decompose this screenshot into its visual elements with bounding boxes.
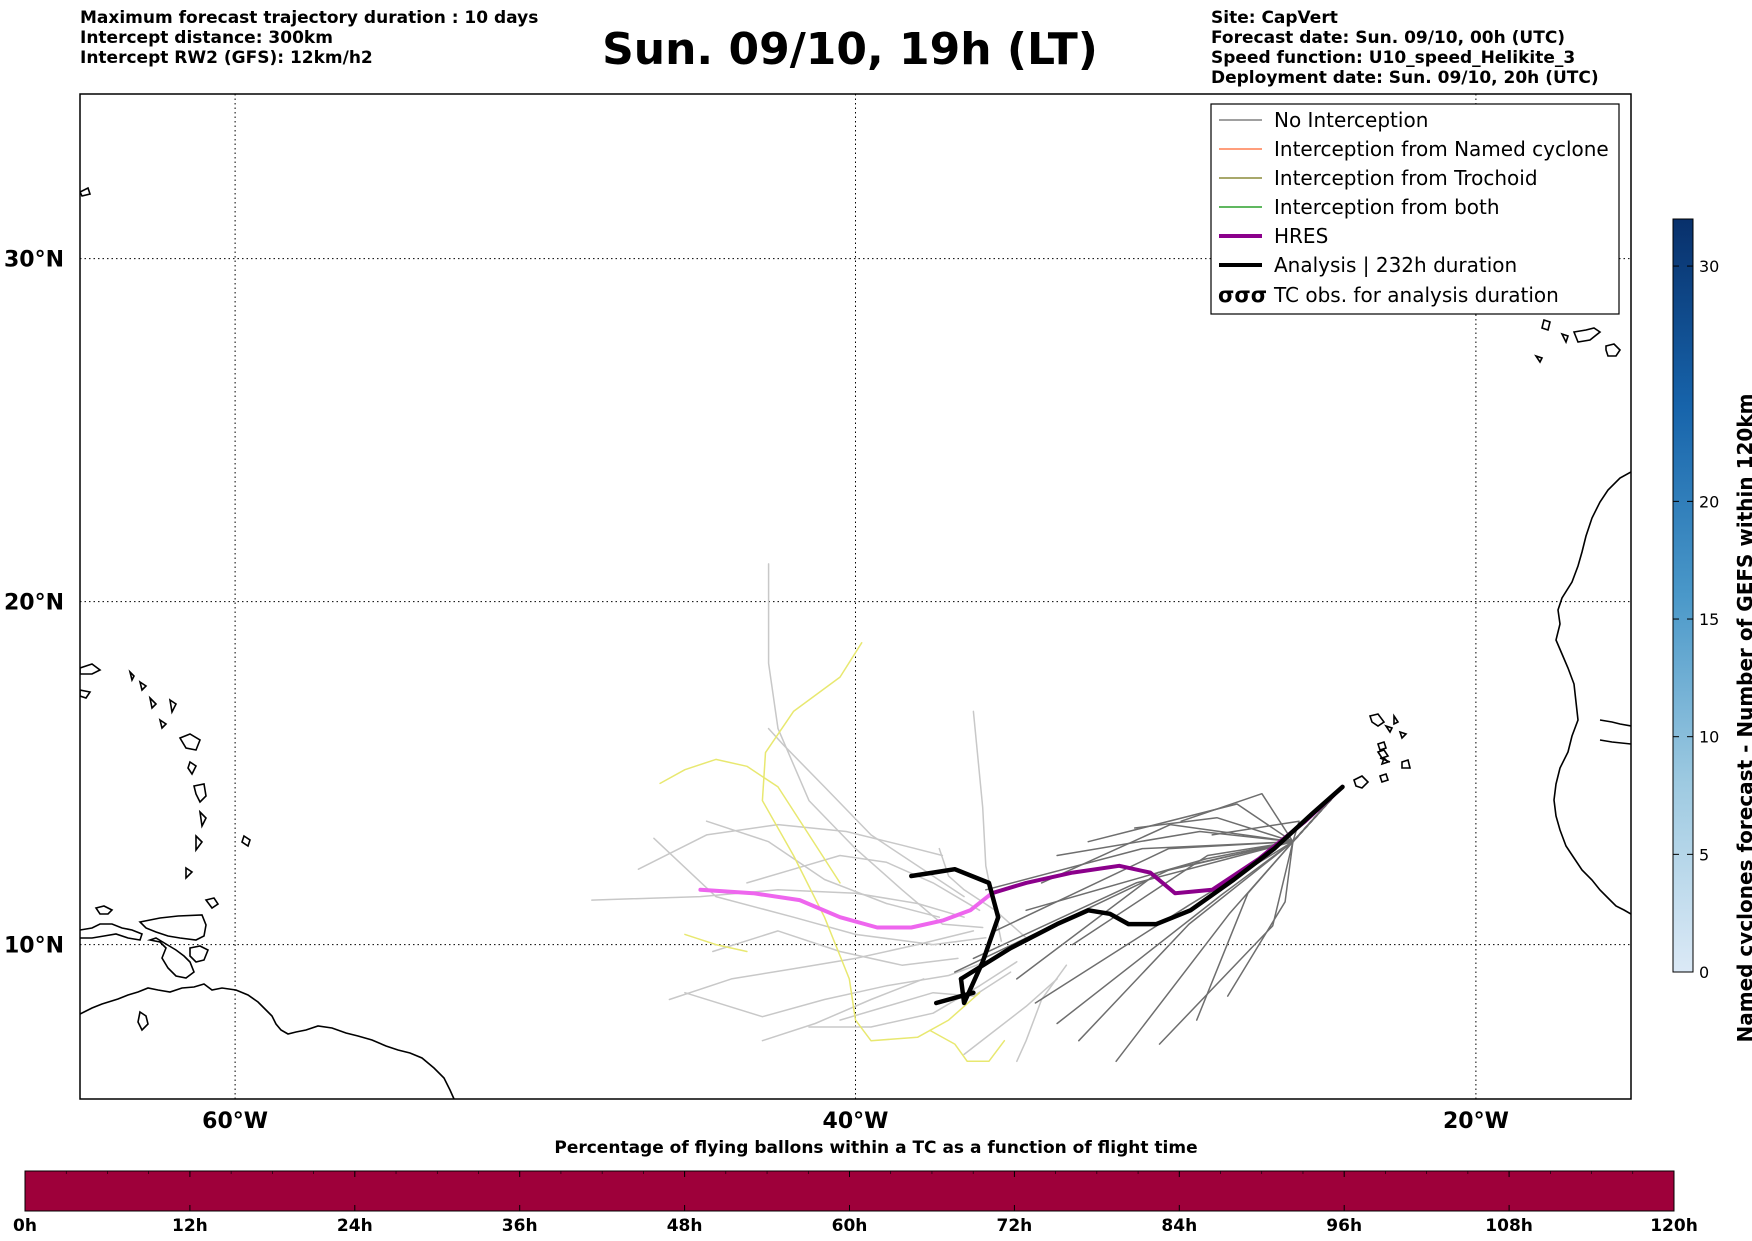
lon-tick-label: 20°W <box>1443 1109 1509 1134</box>
ensemble-member-light <box>938 847 1027 939</box>
ensemble-member-light <box>746 854 981 912</box>
legend: No Interception Interception from Named … <box>1210 103 1620 315</box>
flight-time-tick-label: 12h <box>172 1216 208 1236</box>
lat-tick-label: 10°N <box>4 934 64 959</box>
ensemble-member-light <box>712 930 959 966</box>
ensemble-member-dark <box>1016 786 1344 980</box>
flight-time-tick-label: 72h <box>996 1216 1033 1236</box>
colorbar-tick-label: 5 <box>1699 845 1709 864</box>
ensemble-member-yellow <box>684 933 748 953</box>
legend-named-cyclone-label: Interception from Named cyclone <box>1274 137 1609 161</box>
ensemble-member-dark <box>1158 786 1344 1045</box>
ensemble-member-light <box>767 727 965 898</box>
flight-time-tick-label: 24h <box>336 1216 373 1236</box>
flight-time-ticks <box>24 1171 1675 1211</box>
ensemble-trajectories <box>591 563 1345 1063</box>
lon-tick-label: 40°W <box>823 1109 889 1134</box>
colorbar-tick-label: 0 <box>1699 963 1709 982</box>
colorbar-tick-label: 15 <box>1699 610 1719 629</box>
colorbar-ticks: 0 5 10 15 20 30 <box>1673 257 1719 982</box>
ensemble-member-light <box>591 889 965 918</box>
ensemble-member-yellow <box>929 1029 1006 1063</box>
lat-tick-label: 20°N <box>4 591 64 616</box>
lon-tick-label: 60°W <box>202 1109 268 1134</box>
legend-analysis-label: Analysis | 232h duration <box>1274 253 1517 277</box>
ensemble-member-light <box>761 978 925 1042</box>
forecast-date-text: Forecast date: Sun. 09/10, 00h (UTC) <box>1211 28 1566 48</box>
speed-function-text: Speed function: U10_speed_Helikite_3 <box>1211 48 1576 68</box>
flight-time-tick-label: 36h <box>501 1216 538 1236</box>
legend-hres-label: HRES <box>1274 224 1328 248</box>
legend-no-interception-label: No Interception <box>1274 108 1428 132</box>
analysis-track <box>958 784 1345 982</box>
tc-symbol-icon: σσσ <box>1218 283 1267 307</box>
legend-both-label: Interception from both <box>1274 195 1500 219</box>
ensemble-member-dark <box>1195 786 1344 1021</box>
intercept-distance-text: Intercept distance: 300km <box>80 28 333 48</box>
flight-time-colorbar <box>24 1170 1675 1212</box>
named-cyclones-colorbar: 0 5 10 15 20 30 <box>1672 218 1719 982</box>
flight-time-tick-label: 60h <box>831 1216 868 1236</box>
intercept-rw2-text: Intercept RW2 (GFS): 12km/h2 <box>80 48 373 68</box>
ensemble-member-light <box>668 930 975 1001</box>
colorbar-tick-label: 10 <box>1699 728 1719 747</box>
ensemble-member-light <box>963 978 1058 1056</box>
flight-time-tick-label: 108h <box>1485 1216 1533 1236</box>
ensemble-member-light <box>653 837 987 946</box>
forecast-settings-left: Maximum forecast trajectory duration : 1… <box>80 8 538 68</box>
flight-time-tick-label: 84h <box>1161 1216 1198 1236</box>
colorbar-tick-label: 30 <box>1699 257 1719 276</box>
ensemble-member-light <box>767 563 984 929</box>
lat-tick-label: 30°N <box>4 248 64 273</box>
legend-tc-obs-label: TC obs. for analysis duration <box>1273 283 1559 307</box>
legend-trochoid-label: Interception from Trochoid <box>1274 166 1538 190</box>
flight-time-title: Percentage of flying ballons within a TC… <box>554 1138 1198 1158</box>
ensemble-member-light <box>705 820 941 918</box>
flight-time-tick-label: 48h <box>666 1216 703 1236</box>
axes-frame <box>79 93 1632 1100</box>
ensemble-member-light <box>1016 964 1068 1063</box>
page-title: Sun. 09/10, 19h (LT) <box>602 24 1098 75</box>
analysis-track-hook <box>909 866 1001 1006</box>
flight-time-tick-label: 96h <box>1326 1216 1363 1236</box>
flight-time-tick-label: 120h <box>1650 1216 1698 1236</box>
ensemble-member-light <box>684 957 996 1018</box>
ensemble-member-dark <box>1071 786 1344 946</box>
ensemble-member-dark <box>1226 786 1344 997</box>
coastlines <box>80 186 1631 1099</box>
flight-time-tick-label: 0h <box>13 1216 37 1236</box>
colorbar-tick-label: 20 <box>1699 492 1719 511</box>
ensemble-member-yellow <box>761 642 981 1042</box>
colorbar-title: Named cyclones forecast - Number of GEFS… <box>1733 393 1752 1043</box>
ensemble-member-light <box>839 971 1012 1021</box>
max-duration-text: Maximum forecast trajectory duration : 1… <box>80 8 539 28</box>
forecast-settings-right: Site: CapVert Forecast date: Sun. 09/10,… <box>1211 8 1599 88</box>
ensemble-member-light <box>808 961 1018 1028</box>
axis-ticks: 60°W 40°W 20°W 30°N 20°N 10°N <box>4 248 1509 1134</box>
ensemble-member-yellow <box>659 758 841 884</box>
hres-track-late <box>698 887 994 930</box>
deployment-date-text: Deployment date: Sun. 09/10, 20h (UTC) <box>1211 68 1599 88</box>
ensemble-member-light <box>637 823 944 870</box>
site-text: Site: CapVert <box>1211 8 1338 28</box>
